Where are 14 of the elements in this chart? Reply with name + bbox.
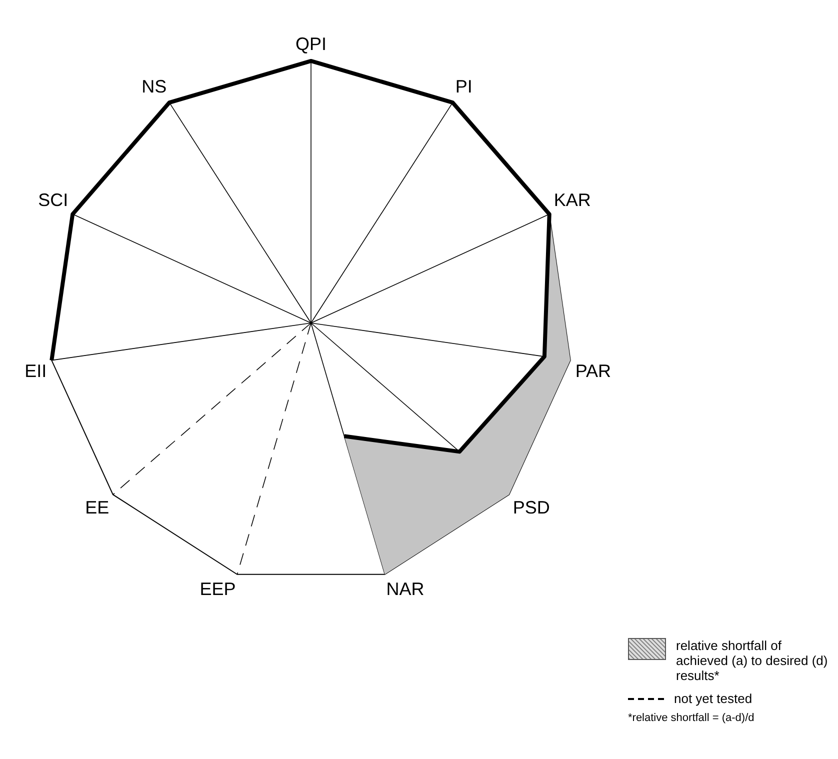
spoke-label: PSD: [512, 498, 550, 518]
text: not yet tested: [674, 691, 752, 706]
text: relative shortfall of achieved (a) to desired (d) results*: [676, 638, 828, 683]
spoke-label: EEP: [200, 578, 236, 599]
spoke-label: NAR: [386, 578, 424, 599]
spoke-label: EII: [24, 360, 47, 381]
spoke-label: PI: [455, 76, 472, 97]
spoke-label: EE: [85, 498, 110, 518]
spoke-label: KAR: [554, 190, 591, 210]
spoke-label: QPI: [295, 34, 327, 54]
text: *relative shortfall = (a-d)/d: [628, 712, 756, 724]
spoke-label: NS: [142, 76, 167, 97]
spoke-label: PAR: [575, 360, 612, 381]
spoke-label: SCI: [38, 190, 68, 210]
